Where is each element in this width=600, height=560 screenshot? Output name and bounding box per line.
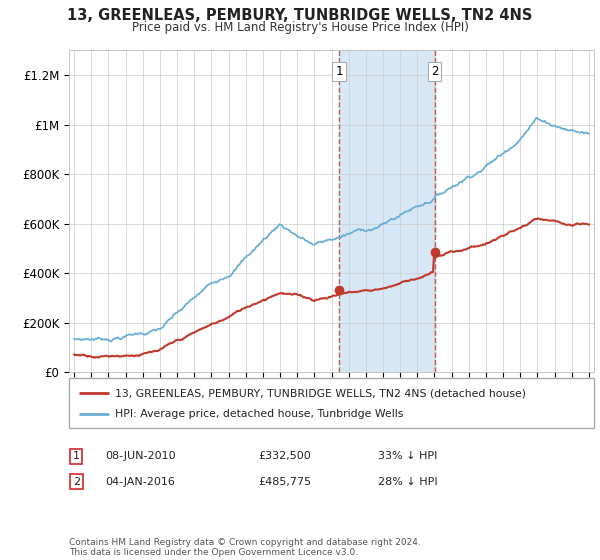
Text: 33% ↓ HPI: 33% ↓ HPI — [378, 451, 437, 461]
Text: 04-JAN-2016: 04-JAN-2016 — [105, 477, 175, 487]
Text: 08-JUN-2010: 08-JUN-2010 — [105, 451, 176, 461]
Text: 1: 1 — [73, 451, 80, 461]
Text: Price paid vs. HM Land Registry's House Price Index (HPI): Price paid vs. HM Land Registry's House … — [131, 21, 469, 34]
Text: 13, GREENLEAS, PEMBURY, TUNBRIDGE WELLS, TN2 4NS: 13, GREENLEAS, PEMBURY, TUNBRIDGE WELLS,… — [67, 8, 533, 24]
FancyBboxPatch shape — [69, 378, 594, 428]
Bar — [339, 50, 434, 372]
Text: Contains HM Land Registry data © Crown copyright and database right 2024.
This d: Contains HM Land Registry data © Crown c… — [69, 538, 421, 557]
Text: 2: 2 — [73, 477, 80, 487]
Text: HPI: Average price, detached house, Tunbridge Wells: HPI: Average price, detached house, Tunb… — [115, 409, 404, 419]
Text: £485,775: £485,775 — [258, 477, 311, 487]
Text: 13, GREENLEAS, PEMBURY, TUNBRIDGE WELLS, TN2 4NS (detached house): 13, GREENLEAS, PEMBURY, TUNBRIDGE WELLS,… — [115, 388, 526, 398]
Text: 28% ↓ HPI: 28% ↓ HPI — [378, 477, 437, 487]
Text: £332,500: £332,500 — [258, 451, 311, 461]
Text: 2: 2 — [431, 65, 439, 78]
Text: 1: 1 — [335, 65, 343, 78]
